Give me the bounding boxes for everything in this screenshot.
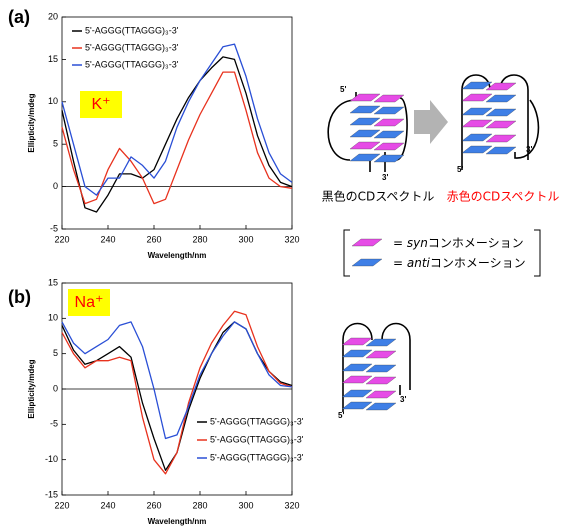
panel-label: (a) <box>8 7 30 27</box>
plate <box>366 403 396 410</box>
plate <box>342 376 372 383</box>
plate <box>352 239 382 246</box>
plate <box>462 108 492 115</box>
legend-text: = antiコンホメーション <box>393 256 526 270</box>
caption: 赤色のCDスペクトル <box>447 190 560 204</box>
legend-label: 5'-AGGG(TTAGGG)₃-3' <box>85 42 179 52</box>
legend-label: 5'-AGGG(TTAGGG)₃-3' <box>85 59 179 69</box>
y-tick-label: 10 <box>48 96 58 106</box>
plate <box>374 143 404 150</box>
legend-label: コンホメーション <box>428 236 524 250</box>
plate <box>342 390 372 397</box>
x-tick-label: 240 <box>100 234 115 244</box>
plate <box>462 82 492 89</box>
legend-text: = synコンホメーション <box>393 236 524 250</box>
legend-label: 5'-AGGG(TTAGGG)₃-3' <box>85 25 179 35</box>
strand-label: 3' <box>526 145 532 154</box>
strand-label: 5' <box>338 411 344 420</box>
y-tick-label: 15 <box>48 54 58 64</box>
y-tick-label: -5 <box>50 223 58 233</box>
x-tick-label: 220 <box>54 500 69 510</box>
plate <box>374 107 404 114</box>
plate <box>486 95 516 102</box>
strand-label: 3' <box>382 173 388 182</box>
y-tick-label: -15 <box>45 489 58 499</box>
plate <box>350 106 380 113</box>
legend-label: 5'-AGGG(TTAGGG)₃-3' <box>210 416 304 426</box>
series-line <box>62 322 292 470</box>
plate <box>342 350 372 357</box>
plate <box>350 94 380 101</box>
strand-label: 3' <box>400 395 406 404</box>
arrow <box>414 100 448 144</box>
plate <box>366 365 396 372</box>
y-tick-label: 20 <box>48 11 58 21</box>
y-tick-label: 10 <box>48 313 58 323</box>
series-line <box>62 57 292 212</box>
plate <box>350 142 380 149</box>
figure: (a) (b) 5' 3' 5' 3' 黒色のCDスペクトル 赤色のCDスペクト… <box>0 0 569 532</box>
x-tick-label: 280 <box>192 234 207 244</box>
y-axis-label: Ellipticity/mdeg <box>27 359 36 418</box>
y-tick-label: 0 <box>53 181 58 191</box>
strand-label: 5' <box>457 165 463 174</box>
plate <box>350 130 380 137</box>
y-tick-label: 0 <box>53 383 58 393</box>
plate <box>366 351 396 358</box>
plate <box>350 118 380 125</box>
legend-term: anti <box>407 256 431 270</box>
x-tick-label: 220 <box>54 234 69 244</box>
y-tick-label: -10 <box>45 454 58 464</box>
plate <box>374 95 404 102</box>
plate <box>486 135 516 142</box>
plate <box>462 134 492 141</box>
caption: 黒色のCDスペクトル <box>322 190 435 204</box>
x-axis-label: Wavelength/nm <box>148 251 207 260</box>
legend-label: 5'-AGGG(TTAGGG)₃-3' <box>210 452 304 462</box>
plate <box>486 83 516 90</box>
y-tick-label: 15 <box>48 277 58 287</box>
plate <box>462 146 492 153</box>
y-tick-label: 5 <box>53 139 58 149</box>
x-tick-label: 260 <box>146 234 161 244</box>
x-tick-label: 240 <box>100 500 115 510</box>
plate <box>350 154 380 161</box>
x-tick-label: 300 <box>238 234 253 244</box>
plate <box>462 120 492 127</box>
strand-label: 5' <box>340 85 346 94</box>
plate <box>366 339 396 346</box>
x-tick-label: 280 <box>192 500 207 510</box>
y-tick-label: 5 <box>53 348 58 358</box>
x-axis-label: Wavelength/nm <box>148 517 207 526</box>
plate <box>342 338 372 345</box>
series-line <box>62 311 292 474</box>
plate <box>486 147 516 154</box>
legend-label: コンホメーション <box>430 256 526 270</box>
plate <box>462 94 492 101</box>
plate <box>374 131 404 138</box>
plate <box>366 377 396 384</box>
plate <box>366 391 396 398</box>
plate <box>352 259 382 266</box>
annotation: Na⁺ <box>75 294 104 311</box>
plate <box>374 155 404 162</box>
panel-label: (b) <box>8 287 31 307</box>
plate <box>486 121 516 128</box>
plate <box>342 402 372 409</box>
legend-label: 5'-AGGG(TTAGGG)₃-3' <box>210 434 304 444</box>
x-tick-label: 320 <box>284 234 299 244</box>
y-axis-label: Ellipticity/mdeg <box>27 93 36 152</box>
x-tick-label: 300 <box>238 500 253 510</box>
plate <box>342 364 372 371</box>
plate <box>374 119 404 126</box>
legend-term: syn <box>407 236 428 250</box>
x-tick-label: 320 <box>284 500 299 510</box>
legend-symbol: = <box>393 236 403 250</box>
plate <box>486 109 516 116</box>
y-tick-label: -5 <box>50 419 58 429</box>
legend-symbol: = <box>393 256 403 270</box>
annotation: K⁺ <box>91 96 110 113</box>
x-tick-label: 260 <box>146 500 161 510</box>
